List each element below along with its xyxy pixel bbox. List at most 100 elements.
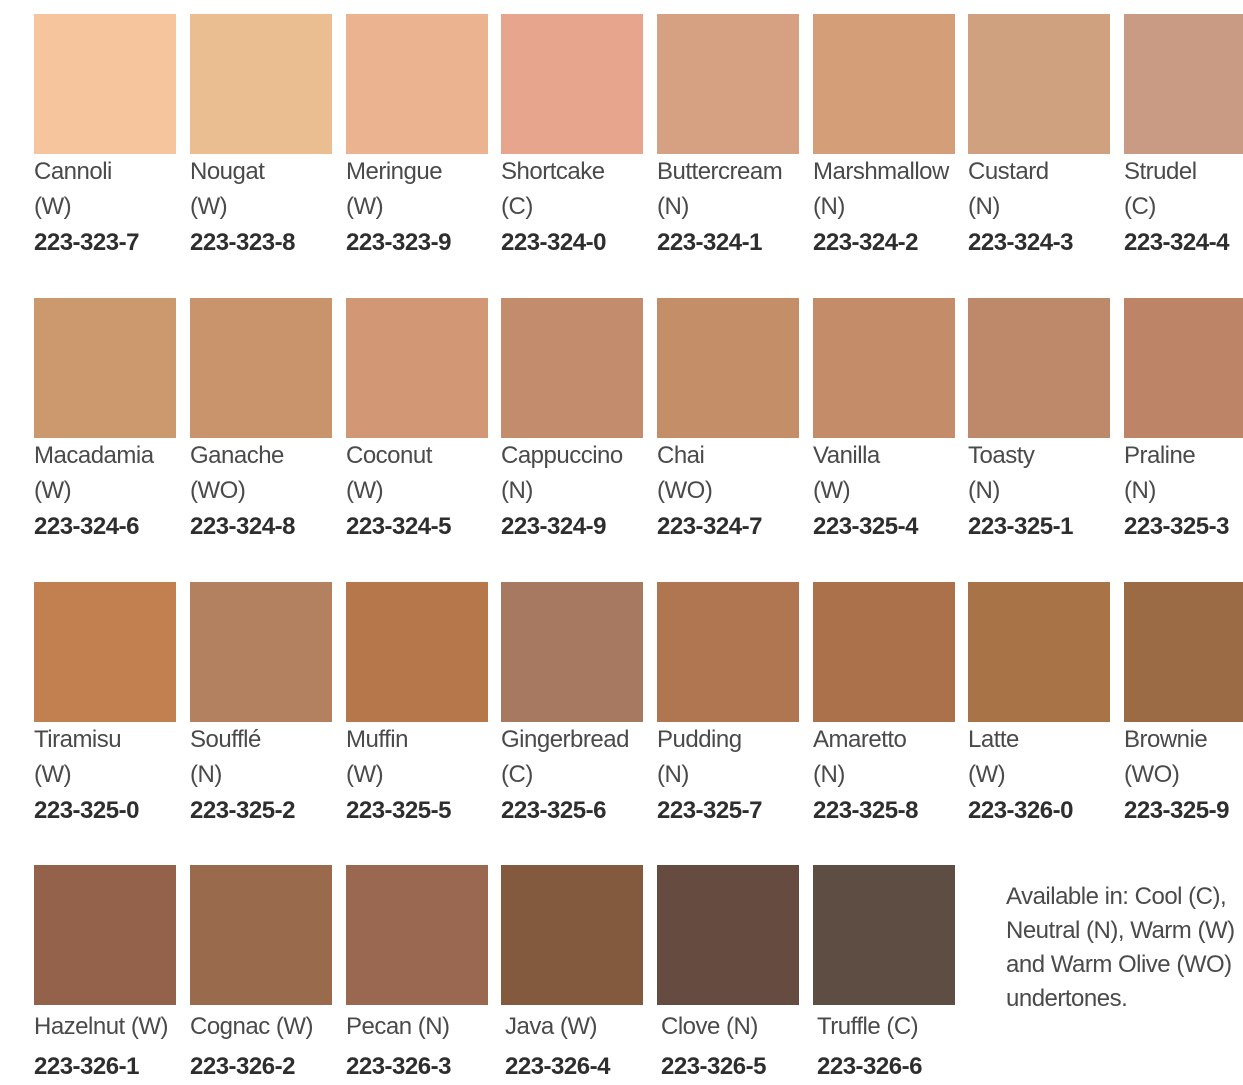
color-swatch (813, 865, 955, 1005)
undertone: (W) (190, 193, 228, 220)
undertone: (N) (657, 193, 689, 220)
product-code: 223-325-4 (813, 513, 918, 540)
color-swatch (813, 14, 955, 154)
product-code: 223-325-2 (190, 797, 295, 824)
shade-name: Macadamia (34, 442, 154, 469)
product-code: 223-324-8 (190, 513, 295, 540)
product-code: 223-326-5 (661, 1053, 766, 1080)
product-code: 223-326-2 (190, 1053, 295, 1080)
color-swatch (1124, 582, 1243, 722)
undertone: (WO) (190, 477, 246, 504)
swatch-item: Vanilla (W) 223-325-4 (813, 298, 963, 546)
color-swatch (657, 298, 799, 438)
product-code: 223-324-7 (657, 513, 762, 540)
color-swatch (657, 865, 799, 1005)
swatch-item: Meringue (W) 223-323-9 (346, 14, 496, 262)
shade-name: Chai (657, 442, 705, 469)
shade-name: Strudel (1124, 158, 1197, 185)
shade-name: Cognac (W) (190, 1013, 314, 1040)
swatch-item: Truffle (C) 223-326-6 (813, 865, 963, 1085)
product-code: 223-324-9 (501, 513, 606, 540)
color-swatch (501, 582, 643, 722)
shade-name: Cappuccino (501, 442, 623, 469)
shade-name: Cannoli (34, 158, 112, 185)
product-code: 223-324-4 (1124, 229, 1229, 256)
note-line: Neutral (N), Warm (W) (1006, 917, 1235, 944)
swatch-item: Amaretto (N) 223-325-8 (813, 582, 963, 830)
swatch-item: Java (W) 223-326-4 (501, 865, 651, 1085)
color-swatch (346, 298, 488, 438)
swatch-item: Muffin (W) 223-325-5 (346, 582, 496, 830)
note-line: undertones. (1006, 985, 1128, 1012)
undertone: (N) (657, 761, 689, 788)
product-code: 223-324-0 (501, 229, 606, 256)
product-code: 223-325-7 (657, 797, 762, 824)
color-swatch (968, 14, 1110, 154)
shade-name: Gingerbread (501, 726, 629, 753)
product-code: 223-325-0 (34, 797, 139, 824)
swatch-item: Clove (N) 223-326-5 (657, 865, 807, 1085)
color-swatch (968, 298, 1110, 438)
swatch-item: Soufflé (N) 223-325-2 (190, 582, 340, 830)
shade-name: Clove (N) (661, 1013, 758, 1040)
product-code: 223-326-1 (34, 1053, 139, 1080)
product-code: 223-324-5 (346, 513, 451, 540)
undertone: (N) (1124, 477, 1156, 504)
swatch-item: Pudding (N) 223-325-7 (657, 582, 807, 830)
product-code: 223-323-8 (190, 229, 295, 256)
shade-name: Pudding (657, 726, 742, 753)
product-code: 223-326-3 (346, 1053, 451, 1080)
swatch-item: Custard (N) 223-324-3 (968, 14, 1118, 262)
swatch-item: Toasty (N) 223-325-1 (968, 298, 1118, 546)
shade-name: Vanilla (813, 442, 880, 469)
shade-name: Meringue (346, 158, 443, 185)
product-code: 223-325-9 (1124, 797, 1229, 824)
product-code: 223-325-6 (501, 797, 606, 824)
color-swatch (190, 865, 332, 1005)
color-swatch (190, 298, 332, 438)
undertone: (W) (813, 477, 851, 504)
product-code: 223-323-9 (346, 229, 451, 256)
product-code: 223-324-1 (657, 229, 762, 256)
undertone: (C) (501, 761, 533, 788)
swatch-item: Pecan (N) 223-326-3 (346, 865, 496, 1085)
undertone: (W) (968, 761, 1006, 788)
shade-name: Buttercream (657, 158, 783, 185)
shade-name: Toasty (968, 442, 1035, 469)
shade-name: Shortcake (501, 158, 605, 185)
product-code: 223-324-6 (34, 513, 139, 540)
color-swatch (657, 582, 799, 722)
product-code: 223-326-6 (817, 1053, 922, 1080)
shade-name: Truffle (C) (817, 1013, 919, 1040)
undertone: (N) (190, 761, 222, 788)
undertone: (N) (968, 477, 1000, 504)
color-swatch (501, 14, 643, 154)
undertone: (W) (34, 477, 72, 504)
undertone: (W) (34, 761, 72, 788)
swatch-item: Gingerbread (C) 223-325-6 (501, 582, 651, 830)
swatch-item: Strudel (C) 223-324-4 (1124, 14, 1243, 262)
shade-name: Coconut (346, 442, 432, 469)
color-swatch (346, 14, 488, 154)
product-code: 223-325-8 (813, 797, 918, 824)
shade-name: Java (W) (505, 1013, 598, 1040)
swatch-item: Brownie (WO) 223-325-9 (1124, 582, 1243, 830)
note-line: Available in: Cool (C), (1006, 883, 1227, 910)
shade-name: Pecan (N) (346, 1013, 450, 1040)
shade-name: Latte (968, 726, 1019, 753)
swatch-item: Marshmallow (N) 223-324-2 (813, 14, 963, 262)
note-line: and Warm Olive (WO) (1006, 951, 1232, 978)
color-swatch (813, 298, 955, 438)
shade-name: Custard (968, 158, 1049, 185)
color-swatch (346, 865, 488, 1005)
undertone: (WO) (657, 477, 713, 504)
shade-name: Praline (1124, 442, 1196, 469)
color-swatch (813, 582, 955, 722)
shade-name: Ganache (190, 442, 284, 469)
color-swatch (1124, 298, 1243, 438)
undertone: (W) (34, 193, 72, 220)
swatch-item: Cappuccino (N) 223-324-9 (501, 298, 651, 546)
product-code: 223-324-3 (968, 229, 1073, 256)
color-swatch (34, 582, 176, 722)
swatch-item: Tiramisu (W) 223-325-0 (34, 582, 184, 830)
